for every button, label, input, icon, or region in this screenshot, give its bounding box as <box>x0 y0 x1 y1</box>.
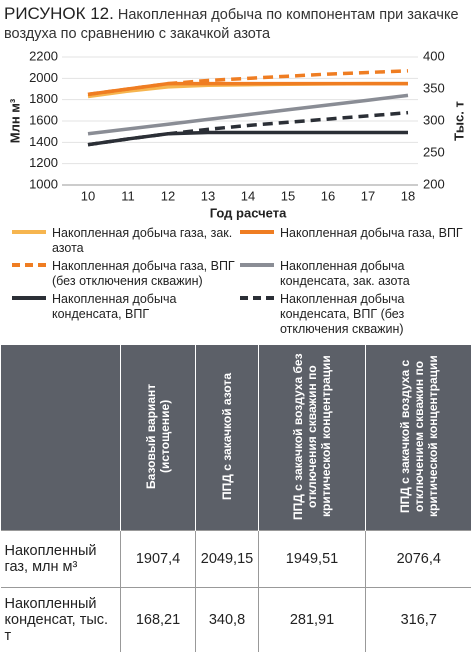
header-text: ППД с закачкой азота <box>220 372 234 500</box>
series-line <box>87 110 409 147</box>
value-cell: 1907,4 <box>120 530 196 588</box>
legend-swatch <box>240 263 274 267</box>
header-cell: ППД с закачкой воздуха с отключением скв… <box>365 345 471 531</box>
legend-label: Накопленная добыча газа, зак. азота <box>52 226 233 255</box>
y2-tick-label: 350 <box>423 80 445 95</box>
value-cell: 281,91 <box>258 587 366 652</box>
x-tick-label: 10 <box>81 188 95 203</box>
legend-item: Накопленная добыча газа, ВПГ <box>240 226 467 256</box>
legend-label: Накопленная добыча конденсата, ВПГ (без … <box>280 292 405 336</box>
figure-label: РИСУНОК 12. <box>4 4 114 23</box>
y-tick-label: 1800 <box>29 91 58 106</box>
legend-swatch <box>12 230 46 234</box>
legend: Накопленная добыча газа, зак. азота Накоп… <box>12 226 467 337</box>
legend-swatch <box>12 263 46 267</box>
header-text: ППД с закачкой воздуха с отключением скв… <box>397 355 440 517</box>
y2-tick-label: 200 <box>423 176 445 191</box>
legend-item: Накопленная добыча газа, зак. азота <box>12 226 240 256</box>
value-cell: 2049,15 <box>195 530 259 588</box>
legend-swatch <box>12 296 46 300</box>
chart: Млн м³ Тыс. т Год расчета 1000 1200 1400 16… <box>7 48 466 220</box>
header-cell: ППД с закачкой воздуха без отключения ск… <box>258 345 366 531</box>
y-tick-label: 2200 <box>29 48 58 63</box>
row-label: Накопленный конденсат, тыс. т <box>0 587 121 652</box>
legend-item: Накопленная добыча конденсата, ВПГ <box>12 292 240 337</box>
legend-swatch <box>240 296 274 300</box>
x-tick-label: 16 <box>321 188 335 203</box>
value-cell: 2076,4 <box>365 530 471 588</box>
header-text: Базовый вариант (истощение) <box>144 383 172 489</box>
y2-axis-label: Тыс. т <box>451 101 466 141</box>
x-tick-label: 12 <box>161 188 175 203</box>
y-tick-label: 1200 <box>29 155 58 170</box>
y2-tick-label: 300 <box>423 112 445 127</box>
value-cell: 316,7 <box>365 587 471 652</box>
x-tick-label: 15 <box>281 188 295 203</box>
y2-tick-label: 250 <box>423 144 445 159</box>
value-cell: 340,8 <box>195 587 259 652</box>
y-tick-label: 2000 <box>29 70 58 85</box>
y-tick-label: 1000 <box>29 176 58 191</box>
header-cell: ППД с закачкой азота <box>195 345 259 531</box>
table-row: Накопленный газ, млн м³ 1907,4 2049,15 1949… <box>0 530 471 588</box>
series-line <box>87 81 408 99</box>
legend-label: Накопленная добыча конденсата, ВПГ <box>52 292 177 321</box>
header-row: Базовый вариант (истощение) ППД с закачко… <box>0 345 471 531</box>
x-tick-label: 14 <box>241 188 255 203</box>
y2-tick-label: 400 <box>423 48 445 63</box>
legend-swatch <box>240 230 274 234</box>
value-cell: 168,21 <box>120 587 196 652</box>
x-tick-label: 17 <box>361 188 375 203</box>
title-block: РИСУНОК 12. Накопленная добыча по компон… <box>4 4 466 44</box>
value-cell: 1949,51 <box>258 530 366 588</box>
y-tick-label: 1600 <box>29 112 58 127</box>
row-label: Накопленный газ, млн м³ <box>0 530 121 588</box>
header-text: ППД с закачкой воздуха без отключения ск… <box>291 352 333 520</box>
header-cell <box>0 345 121 531</box>
x-axis-label: Год расчета <box>210 205 287 220</box>
legend-label: Накопленная добыча газа, ВПГ (без отключ… <box>52 259 235 288</box>
table: Базовый вариант (истощение) ППД с закачко… <box>0 345 471 652</box>
legend-item: Накопленная добыча конденсата, ВПГ (без … <box>240 292 467 337</box>
legend-label: Накопленная добыча газа, ВПГ <box>280 226 463 240</box>
header-cell: Базовый вариант (истощение) <box>120 345 196 531</box>
x-tick-label: 13 <box>201 188 215 203</box>
series-line <box>87 69 409 97</box>
x-tick-label: 11 <box>121 188 135 203</box>
series-line <box>87 93 409 136</box>
legend-label: Накопленная добыча конденсата, зак. азот… <box>280 259 410 288</box>
legend-item: Накопленная добыча конденсата, зак. азот… <box>240 259 467 289</box>
y-axis-label: Млн м³ <box>7 98 22 143</box>
legend-item: Накопленная добыча газа, ВПГ (без отключ… <box>12 259 240 289</box>
chart-title: Накопленная добыча по компонентам при за… <box>4 7 459 42</box>
table-row: Накопленный конденсат, тыс. т 168,21 340,8… <box>0 587 471 652</box>
x-tick-label: 18 <box>401 188 415 203</box>
y-tick-label: 1400 <box>29 134 58 149</box>
